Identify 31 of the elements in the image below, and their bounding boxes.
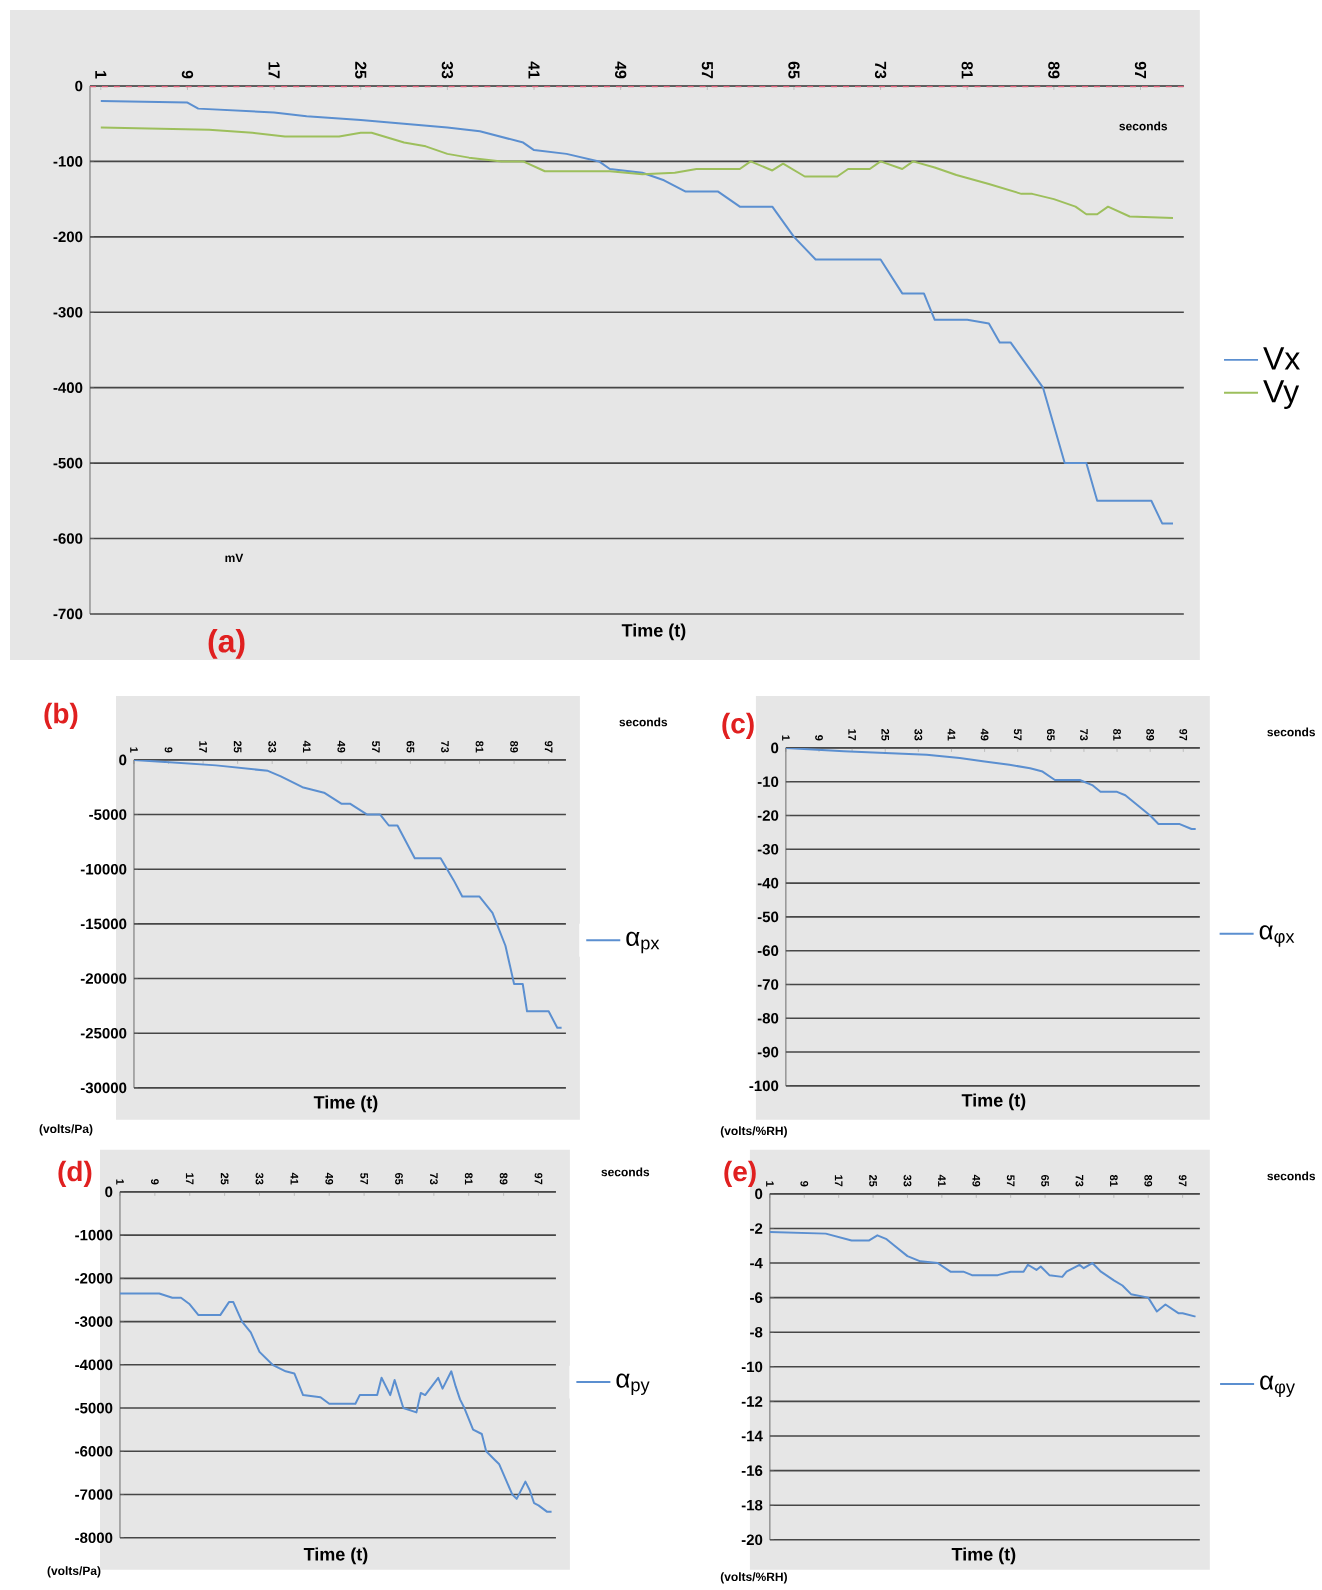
x-tick-label: 89 bbox=[1048, 61, 1060, 79]
x-axis-title: Time (t) bbox=[961, 1093, 1026, 1111]
x-tick-label: 81 bbox=[961, 61, 973, 79]
legend-label: α$_{φx}$ bbox=[1259, 925, 1295, 947]
x-tick-label: 57 bbox=[701, 61, 713, 79]
x-tick-label: 1 bbox=[95, 71, 107, 79]
x-axis-title: Time (t) bbox=[951, 1547, 1016, 1565]
legend-label: Vy bbox=[1263, 380, 1300, 410]
chart-title: (d) bbox=[58, 1160, 92, 1187]
x-tick-label: 97 bbox=[1134, 61, 1147, 79]
chart-title: (b) bbox=[44, 702, 78, 729]
text: (a) bbox=[208, 629, 245, 659]
x-tick-label: 9 bbox=[181, 70, 194, 79]
legend-label: α$_{φy}$ bbox=[1260, 1375, 1295, 1397]
chart-title: (c) bbox=[722, 712, 754, 739]
x-tick-label: 73 bbox=[874, 61, 887, 79]
line-series bbox=[119, 1292, 553, 1513]
x-tick-label: 65 bbox=[788, 61, 800, 79]
legend-label: α$_{py}$ bbox=[616, 1373, 650, 1395]
chart-title: (e) bbox=[724, 1160, 756, 1187]
line-series bbox=[99, 100, 1174, 525]
x-tick-label: 49 bbox=[614, 61, 627, 79]
x-tick-label: 17 bbox=[268, 62, 280, 79]
legend-label: α$_{px}$ bbox=[626, 931, 660, 954]
x-tick-label: 25 bbox=[355, 61, 367, 79]
x-axis-title: Time (t) bbox=[313, 1095, 378, 1113]
x-axis-title: Time (t) bbox=[303, 1547, 368, 1565]
x-tick-label: 33 bbox=[441, 61, 454, 79]
legend-label: Vx bbox=[1263, 347, 1300, 370]
x-axis-title: Time (t) bbox=[621, 623, 686, 641]
x-tick-label: 41 bbox=[528, 61, 540, 79]
